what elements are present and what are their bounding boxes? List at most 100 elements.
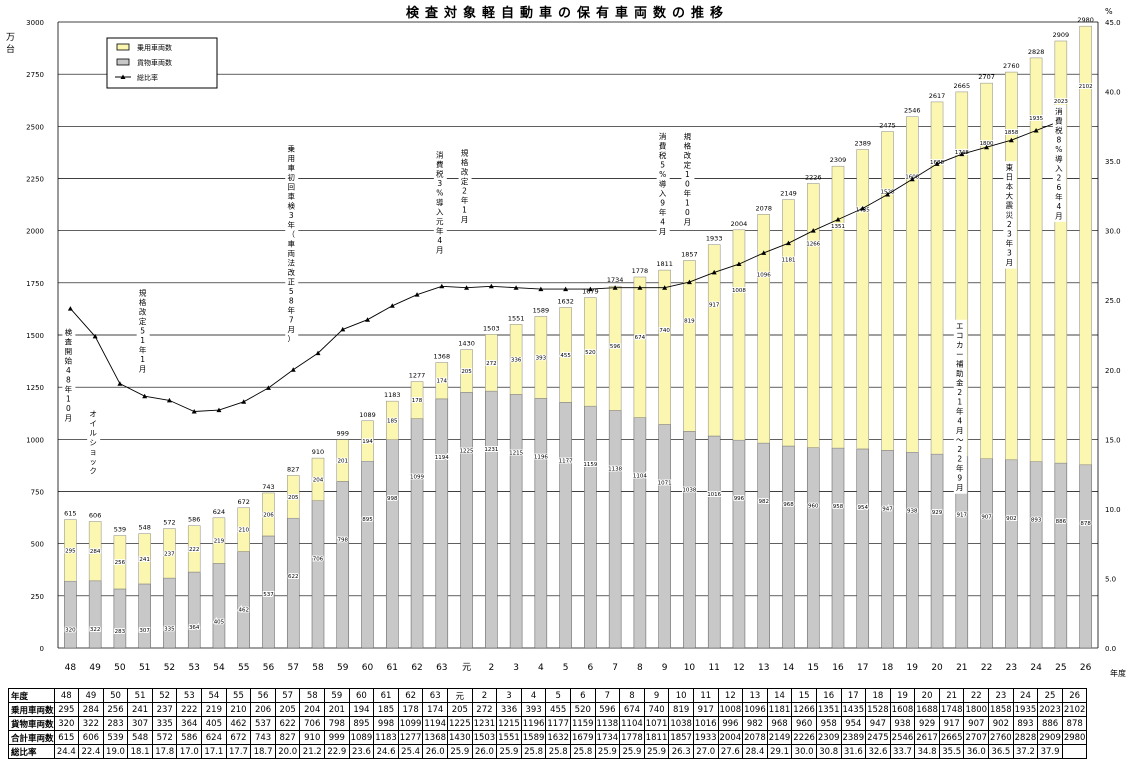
bar-cargo: [361, 460, 374, 649]
table-cell: 462: [225, 716, 252, 731]
bar-passenger: [262, 492, 275, 537]
table-cell: 30.8: [815, 744, 842, 759]
table-cell: 1071: [643, 716, 670, 731]
bar-passenger: [633, 276, 647, 418]
bar-passenger: [485, 334, 498, 392]
table-cell: 24.4: [53, 744, 80, 759]
annotation-char: 規: [461, 149, 469, 158]
cargo-value-label: 996: [734, 496, 745, 502]
y2-tick-label: 30.0: [1105, 228, 1121, 236]
table-cell: 22: [963, 688, 990, 703]
x-tick-label: 10: [684, 663, 696, 673]
bar-cargo: [806, 447, 820, 649]
cargo-value-label: 1225: [460, 448, 474, 454]
annotation-char: ョ: [89, 447, 97, 456]
x-tick-label: 3: [513, 663, 519, 673]
ratio-point: [315, 350, 321, 356]
table-cell: 27.6: [717, 744, 744, 759]
annotation-bg: [458, 146, 472, 226]
ratio-point: [340, 326, 346, 332]
passenger-value-label: 295: [65, 548, 76, 554]
annotation-char: 年: [659, 207, 667, 217]
annotation-char: 両: [287, 249, 295, 258]
table-cell: 320: [53, 716, 80, 731]
passenger-value-label: 674: [635, 335, 646, 341]
annotation-char: 入: [1055, 164, 1063, 173]
total-label: 2760: [1003, 62, 1020, 70]
x-tick-label: 26: [1080, 663, 1092, 673]
x-tick-label: 56: [263, 663, 275, 673]
total-label: 1857: [681, 251, 698, 259]
total-label: 2707: [978, 73, 995, 81]
table-cell: 336: [496, 702, 522, 717]
table-cell: 2707: [963, 730, 990, 745]
annotation-char: 1: [685, 198, 690, 207]
total-label: 1368: [434, 353, 451, 361]
passenger-value-label: 336: [511, 357, 522, 363]
cargo-value-label: 1177: [559, 458, 573, 464]
bar-cargo: [707, 435, 721, 649]
y2-tick-label: 10.0: [1105, 506, 1121, 514]
bar-cargo: [509, 394, 523, 649]
annotation-char: 9: [957, 474, 962, 483]
table-cell: 706: [299, 716, 326, 731]
bar-passenger: [113, 535, 127, 590]
table-cell: 1038: [668, 716, 694, 731]
ratio-point: [216, 407, 222, 413]
table-cell: 2980: [1061, 730, 1088, 745]
y-axis-unit-2: 台: [6, 43, 15, 55]
ratio-point: [587, 286, 593, 292]
ratio-line: [67, 118, 1064, 414]
annotation-char: 大: [1006, 191, 1014, 201]
bar-passenger: [361, 420, 374, 462]
table-cell: 615: [53, 730, 80, 745]
table-cell: 1935: [1012, 702, 1039, 717]
table-cell: 222: [176, 702, 203, 717]
total-label: 2980: [1077, 16, 1094, 24]
x-tick-label: 22: [981, 663, 992, 673]
ratio-point: [290, 367, 296, 372]
cargo-value-label: 622: [288, 574, 299, 580]
annotation-char: 入: [436, 208, 444, 217]
bar-passenger: [559, 307, 572, 403]
total-label: 548: [138, 524, 150, 532]
bar-passenger: [683, 260, 696, 432]
bar-cargo: [237, 551, 250, 649]
x-tick-label: 55: [238, 663, 249, 673]
annotation-char: 2: [957, 388, 962, 397]
annotation-char: 4: [66, 366, 71, 375]
table-cell: 20.0: [274, 744, 301, 759]
ratio-point: [414, 292, 420, 297]
bar-passenger: [212, 517, 226, 564]
table-cell: 982: [742, 716, 768, 731]
annotation-bg: [433, 148, 447, 257]
table-cell: 178: [397, 702, 424, 717]
table-cell: 205: [274, 702, 301, 717]
x-axis-label: 年度: [1110, 668, 1126, 678]
table-cell: 61: [373, 688, 399, 703]
ratio-point: [488, 283, 494, 289]
cargo-value-label: 1138: [608, 467, 622, 473]
table-cell: 63: [422, 688, 449, 703]
table-cell: 1181: [766, 702, 793, 717]
cargo-value-label: 954: [858, 505, 869, 511]
annotation-char: 0: [66, 404, 71, 413]
total-label: 2665: [954, 82, 971, 90]
bar-passenger: [336, 439, 350, 482]
table-cell: 1528: [865, 702, 891, 717]
total-label: 1430: [458, 340, 475, 348]
total-label: 2828: [1028, 48, 1045, 56]
total-label: 539: [114, 526, 126, 534]
table-cell: 893: [1012, 716, 1039, 731]
bar-cargo: [1054, 462, 1068, 649]
annotation-char: 0: [685, 208, 690, 217]
annotation-char: 年: [65, 384, 73, 394]
annotation-char: 日: [1006, 173, 1014, 182]
ratio-point: [637, 285, 643, 290]
annotation-char: 改: [139, 306, 147, 316]
annotation-char: 年: [1055, 191, 1063, 201]
table-cell: 895: [348, 716, 375, 731]
annotation-char: 補: [956, 359, 964, 369]
x-tick-label: 元: [462, 663, 471, 673]
